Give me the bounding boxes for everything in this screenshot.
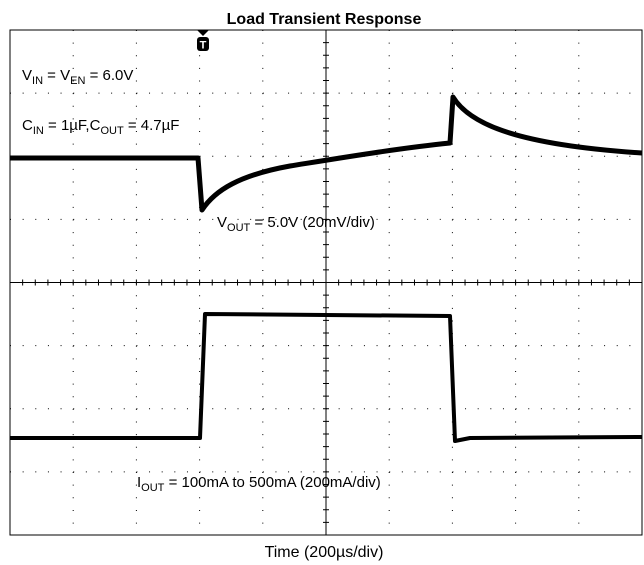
subscript: OUT	[227, 222, 251, 234]
annotation: CIN = 1µF,COUT = 4.7µF	[22, 117, 179, 137]
annotation: VOUT = 5.0V (20mV/div)	[217, 214, 375, 234]
annotation-part: = 4.7µF	[124, 117, 180, 134]
chart-title: Load Transient Response	[227, 11, 422, 28]
annotation: VIN = VEN = 6.0V	[22, 67, 133, 87]
iout-trace	[10, 312, 642, 443]
subscript: OUT	[141, 482, 165, 494]
vout-trace	[10, 94, 642, 213]
grid	[9, 29, 643, 536]
annotation-part: C	[22, 117, 33, 134]
subscript: IN	[33, 125, 44, 137]
annotation-part: = 100mA to 500mA (200mA/div)	[164, 474, 380, 491]
annotation-part: V	[217, 214, 227, 231]
annotation-part: = 6.0V	[85, 67, 133, 84]
annotation-part: = 5.0V (20mV/div)	[250, 214, 375, 231]
annotation-part: V	[22, 67, 32, 84]
subscript: IN	[32, 75, 43, 87]
annotation-part: I	[137, 474, 141, 491]
annotation: IOUT = 100mA to 500mA (200mA/div)	[137, 474, 381, 494]
subscript: EN	[70, 75, 85, 87]
plot-frame	[9, 29, 643, 536]
annotation-part: = 1µF,C	[44, 117, 101, 134]
annotation-part: = V	[43, 67, 70, 84]
trigger-marker: T	[197, 30, 209, 52]
trigger-label: T	[200, 40, 207, 52]
x-axis-label: Time (200µs/div)	[265, 544, 384, 561]
subscript: OUT	[100, 125, 124, 137]
